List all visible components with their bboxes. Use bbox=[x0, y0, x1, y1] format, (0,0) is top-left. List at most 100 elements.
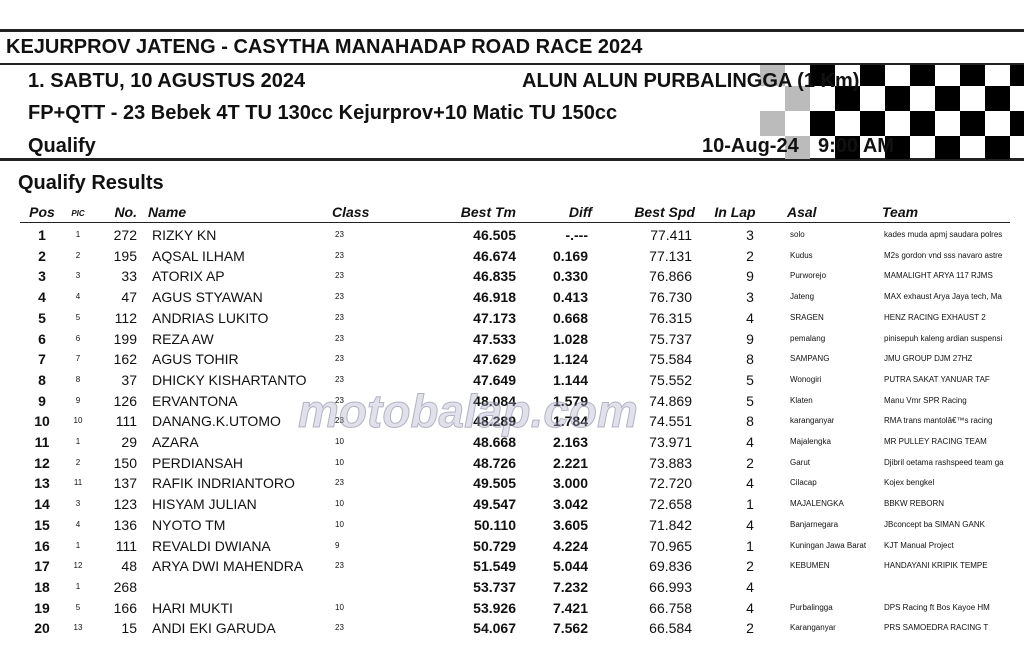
table-cell: solo bbox=[790, 230, 805, 239]
table-cell: Kojex bengkel bbox=[884, 478, 935, 488]
flag-square bbox=[985, 136, 1010, 159]
table-cell: 10 bbox=[335, 602, 344, 612]
session: Qualify bbox=[28, 135, 96, 157]
table-cell: NYOTO TM bbox=[152, 516, 226, 533]
table-cell: Wonogiri bbox=[790, 374, 822, 384]
table-cell: 2.163 bbox=[552, 434, 588, 450]
table-cell: 66.993 bbox=[649, 578, 692, 595]
table-cell: 1 bbox=[38, 227, 46, 243]
table-cell: 1.579 bbox=[552, 392, 588, 409]
table-cell: 69.836 bbox=[649, 558, 692, 575]
table-cell: Kudus bbox=[790, 250, 813, 260]
table-cell: 268 bbox=[113, 578, 137, 595]
table-cell: Kuningan Jawa Barat bbox=[790, 540, 867, 550]
table-cell: 13 bbox=[34, 475, 50, 492]
flag-square bbox=[910, 65, 935, 86]
flag-square bbox=[810, 65, 835, 86]
table-cell: 11 bbox=[73, 478, 83, 488]
table-cell: REVALDI DWIANA bbox=[152, 537, 271, 554]
table-cell: 4 bbox=[75, 292, 81, 302]
table-cell: REZA AW bbox=[152, 330, 214, 347]
table-cell: 12 bbox=[34, 454, 50, 471]
table-cell: 2 bbox=[746, 558, 754, 575]
table-cell: 72.658 bbox=[649, 496, 692, 513]
table-cell: 0.330 bbox=[552, 268, 588, 285]
table-cell: 11 bbox=[34, 434, 50, 450]
table-cell: 76.730 bbox=[649, 289, 692, 306]
table-cell: 23 bbox=[335, 561, 344, 571]
table-cell: M2s gordon vnd sss navaro astre bbox=[884, 250, 1003, 260]
table-cell: 1.028 bbox=[552, 330, 588, 347]
table-cell: RIZKY KN bbox=[152, 227, 217, 243]
table-cell: 3.042 bbox=[552, 496, 588, 513]
table-cell: 75.737 bbox=[649, 330, 692, 347]
table-cell: 74.869 bbox=[649, 392, 692, 409]
table-cell: 46.505 bbox=[473, 227, 516, 243]
table-cell: 33 bbox=[121, 268, 137, 285]
flag-square bbox=[785, 86, 810, 111]
table-cell: 16 bbox=[34, 537, 50, 554]
table-cell: 5 bbox=[746, 392, 754, 409]
table-cell: 53.737 bbox=[473, 578, 516, 595]
table-cell: DANANG.K.UTOMO bbox=[152, 413, 281, 430]
table-cell: 48.289 bbox=[473, 413, 516, 430]
table-cell: 5 bbox=[75, 312, 81, 322]
table-cell: AGUS STYAWAN bbox=[152, 289, 263, 306]
flag-square bbox=[860, 111, 885, 136]
table-cell: 2 bbox=[75, 457, 81, 467]
table-cell: 126 bbox=[113, 392, 137, 409]
table-cell: Purworejo bbox=[790, 271, 827, 281]
table-cell: 23 bbox=[335, 354, 344, 364]
table-cell: KEBUMEN bbox=[790, 561, 830, 571]
column-header: Team bbox=[882, 204, 919, 220]
table-cell: 9 bbox=[746, 330, 754, 347]
table-cell: 123 bbox=[113, 496, 137, 513]
table-cell: AQSAL ILHAM bbox=[152, 247, 245, 264]
table-cell: 10 bbox=[34, 413, 50, 430]
table-cell: HISYAM JULIAN bbox=[152, 496, 257, 513]
column-header: In Lap bbox=[714, 204, 756, 220]
table-cell: 12 bbox=[73, 561, 83, 571]
table-cell: 14 bbox=[34, 496, 50, 513]
rule bbox=[0, 63, 1024, 65]
table-cell: 136 bbox=[113, 516, 137, 533]
table-cell: 162 bbox=[113, 351, 137, 368]
flag-square bbox=[985, 86, 1010, 111]
table-cell: 7.232 bbox=[552, 578, 588, 595]
table-cell: 23 bbox=[335, 374, 344, 384]
table-cell: MAJALENGKA bbox=[790, 499, 844, 509]
table-cell: MAMALIGHT ARYA 117 RJMS bbox=[884, 271, 993, 281]
column-header: Best Tm bbox=[460, 204, 516, 220]
table-cell: Garut bbox=[790, 457, 811, 467]
rule bbox=[0, 29, 1024, 32]
table-cell: 15 bbox=[121, 620, 137, 637]
table-cell: 199 bbox=[113, 330, 137, 347]
table-cell: Klaten bbox=[790, 395, 813, 405]
table-cell: SAMPANG bbox=[790, 354, 830, 364]
table-cell: 53.926 bbox=[473, 599, 516, 616]
table-cell: 29 bbox=[121, 434, 137, 450]
table-cell: 46.674 bbox=[473, 247, 516, 264]
table-cell: 76.315 bbox=[649, 309, 692, 326]
column-header: Best Spd bbox=[634, 204, 695, 220]
table-cell: 4 bbox=[746, 578, 754, 595]
table-cell: BBKW REBORN bbox=[884, 499, 945, 509]
table-cell: Djibril oetama rashspeed team ga bbox=[884, 457, 1004, 467]
table-cell: JMU GROUP DJM 27HZ bbox=[884, 354, 973, 364]
table-cell: 23 bbox=[335, 230, 344, 239]
rule bbox=[20, 222, 1010, 223]
table-cell: 5.044 bbox=[552, 558, 588, 575]
table-cell: 49.505 bbox=[473, 475, 516, 492]
table-cell: 111 bbox=[115, 413, 137, 430]
table-cell: 1.124 bbox=[552, 351, 588, 368]
table-cell: 18 bbox=[34, 578, 50, 595]
table-cell: 23 bbox=[335, 250, 344, 260]
table-cell: Majalengka bbox=[790, 437, 831, 446]
table-cell: 111 bbox=[115, 537, 137, 554]
table-cell: 13 bbox=[73, 623, 83, 633]
table-cell: 0.169 bbox=[552, 247, 588, 264]
table-cell: RMA trans mantolâ€™s racing bbox=[884, 416, 993, 426]
table-cell: 23 bbox=[335, 333, 344, 343]
table-cell: 66.584 bbox=[649, 620, 692, 637]
